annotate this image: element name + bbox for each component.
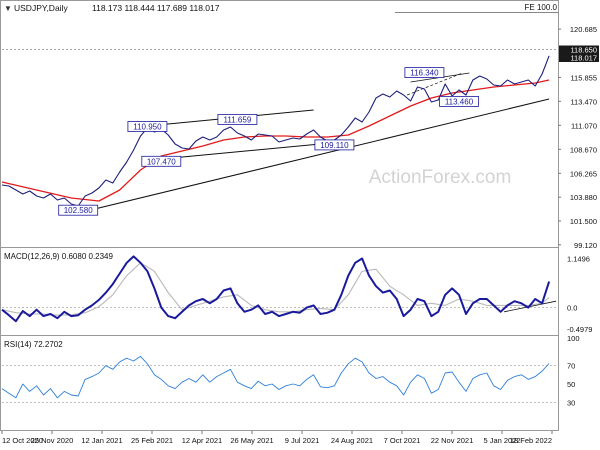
price-y-tick-label: 106.265 bbox=[570, 169, 597, 178]
macd-line bbox=[1, 255, 551, 323]
price-y-tick-label: 108.670 bbox=[570, 145, 597, 154]
macd-y-tick-label: 0.0 bbox=[567, 304, 577, 313]
price-annotation: 107.470 bbox=[141, 155, 182, 167]
ohlc-values: 118.173 118.444 117.689 118.017 bbox=[92, 3, 220, 13]
price-tag-label: 118.017 bbox=[570, 54, 597, 63]
collapse-arrow-icon[interactable]: ▼ bbox=[4, 4, 12, 13]
price-tag-box bbox=[559, 53, 599, 62]
x-tick-label: 12 Jan 2021 bbox=[81, 436, 122, 445]
x-tick-label: 25 Feb 2021 bbox=[131, 436, 173, 445]
macd-title: MACD(12,26,9) 0.6080 0.2349 bbox=[4, 252, 114, 261]
fe-label: FE 100.0 bbox=[525, 3, 558, 12]
price-y-tick-label: 111.070 bbox=[571, 121, 597, 130]
x-tick-label: 24 Aug 2021 bbox=[331, 436, 373, 445]
trend-line[interactable] bbox=[78, 98, 550, 214]
annotation-label: 116.340 bbox=[410, 69, 439, 78]
x-tick-label: 9 Jul 2021 bbox=[285, 436, 320, 445]
price-tag-box bbox=[559, 45, 599, 54]
x-tick-label: 7 Oct 2021 bbox=[384, 436, 421, 445]
price-y-tick-label: 120.685 bbox=[570, 25, 597, 34]
annotation-box bbox=[127, 121, 168, 132]
price-y-tick-label: 113.470 bbox=[570, 97, 597, 106]
price-annotation: 111.659 bbox=[217, 114, 258, 125]
x-tick-label: 18 Feb 2022 bbox=[510, 436, 552, 445]
price-tag-label: 118.650 bbox=[570, 46, 597, 55]
sma-line bbox=[1, 79, 550, 202]
rsi-title: RSI(14) 72.2702 bbox=[4, 340, 63, 349]
rsi-panel[interactable] bbox=[0, 335, 559, 431]
price-line bbox=[1, 55, 550, 207]
rsi-y-tick-label: 30 bbox=[567, 398, 575, 407]
price-annotation: 110.950 bbox=[127, 121, 168, 132]
annotation-label: 107.470 bbox=[147, 157, 176, 166]
x-tick-label: 25 Nov 2020 bbox=[31, 436, 74, 445]
x-tick-label: 12 Oct 2020 bbox=[2, 436, 43, 445]
price-annotation: 102.580 bbox=[58, 204, 99, 216]
macd-panel[interactable] bbox=[0, 247, 559, 336]
rsi-y-tick-label: 50 bbox=[567, 380, 575, 389]
rsi-y-tick-label: 100 bbox=[567, 334, 580, 343]
trend-line[interactable] bbox=[161, 141, 342, 160]
annotation-box bbox=[314, 139, 355, 151]
price-annotation: 109.110 bbox=[314, 139, 355, 151]
price-y-tick-label: 103.880 bbox=[570, 193, 597, 202]
annotation-box bbox=[439, 96, 479, 107]
price-annotation: 113.460 bbox=[439, 96, 479, 107]
x-tick-label: 22 Nov 2021 bbox=[431, 436, 474, 445]
symbol-title: USDJPY,Daily bbox=[14, 3, 68, 13]
rsi-y-tick-label: 70 bbox=[567, 362, 575, 371]
annotation-label: 111.659 bbox=[224, 115, 252, 124]
annotation-label: 113.460 bbox=[445, 97, 474, 106]
price-annotation: 116.340 bbox=[404, 67, 445, 78]
annotation-box bbox=[217, 114, 258, 125]
macd-y-tick-label: 1.1496 bbox=[567, 255, 590, 264]
macd-signal-line bbox=[1, 262, 550, 316]
watermark: ActionForex.com bbox=[369, 167, 512, 188]
rsi-line bbox=[1, 355, 550, 399]
annotation-label: 110.950 bbox=[133, 123, 162, 132]
annotation-box bbox=[58, 204, 99, 216]
annotation-box bbox=[141, 155, 182, 167]
annotation-box bbox=[404, 67, 445, 78]
macd-y-tick-label: -0.4979 bbox=[567, 325, 592, 334]
price-y-tick-label: 115.855 bbox=[570, 73, 597, 82]
price-y-tick-label: 101.500 bbox=[570, 217, 597, 226]
x-tick-label: 26 May 2021 bbox=[230, 436, 273, 445]
price-y-tick-label: 99.120 bbox=[574, 241, 597, 250]
x-tick-label: 12 Apr 2021 bbox=[182, 436, 222, 445]
annotation-label: 102.580 bbox=[64, 206, 93, 215]
annotation-label: 109.110 bbox=[320, 141, 349, 150]
x-tick-label: 5 Jan 2022 bbox=[483, 436, 520, 445]
